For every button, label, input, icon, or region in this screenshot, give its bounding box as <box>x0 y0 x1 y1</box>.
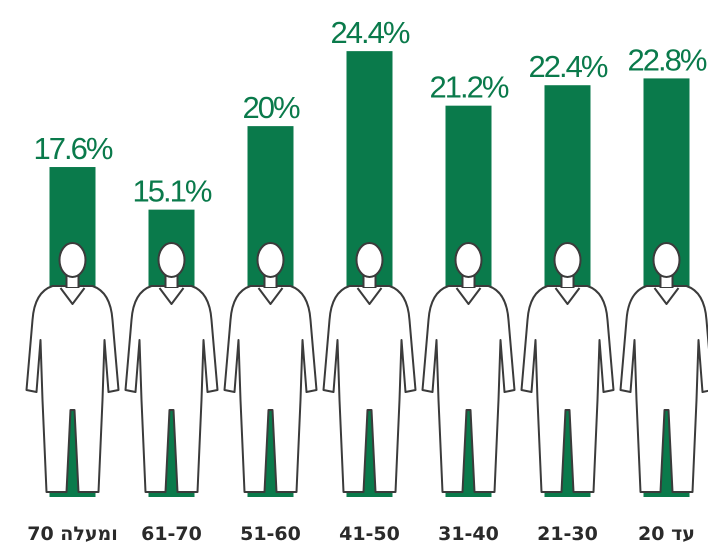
person-head <box>256 242 285 278</box>
person-head <box>553 242 582 278</box>
category-label: 31-40 <box>438 523 499 545</box>
person-collar <box>59 287 86 305</box>
person-collar <box>653 287 680 305</box>
person-illustration <box>25 242 120 493</box>
value-label: 20% <box>242 90 299 125</box>
person-head <box>652 242 681 278</box>
person-collar <box>455 287 482 305</box>
value-label: 15.1% <box>133 174 212 209</box>
person-illustration <box>619 242 708 493</box>
category-label: 61-70 <box>141 523 202 545</box>
person-illustration <box>421 242 516 493</box>
category-label: 70 ומעלה <box>27 523 118 545</box>
person-head <box>454 242 483 278</box>
category-label: 41-50 <box>339 523 400 545</box>
category-label: 51-60 <box>240 523 301 545</box>
person-body <box>619 285 708 493</box>
person-body <box>322 285 417 493</box>
person-head <box>355 242 384 278</box>
value-label: 24.4% <box>331 15 410 50</box>
value-label: 22.8% <box>628 42 707 77</box>
person-collar <box>554 287 581 305</box>
value-label: 21.2% <box>430 70 509 105</box>
person-collar <box>257 287 284 305</box>
person-illustration <box>322 242 417 493</box>
person-head <box>157 242 186 278</box>
person-illustration <box>520 242 615 493</box>
person-illustration <box>223 242 318 493</box>
person-collar <box>158 287 185 305</box>
person-head <box>58 242 87 278</box>
person-body <box>421 285 516 493</box>
person-body <box>520 285 615 493</box>
category-label: עד 20 <box>638 523 695 545</box>
person-collar <box>356 287 383 305</box>
person-illustration <box>124 242 219 493</box>
person-body <box>124 285 219 493</box>
person-body <box>223 285 318 493</box>
category-label: 21-30 <box>537 523 598 545</box>
value-label: 22.4% <box>529 49 608 84</box>
person-body <box>25 285 120 493</box>
value-label: 17.6% <box>34 131 113 166</box>
